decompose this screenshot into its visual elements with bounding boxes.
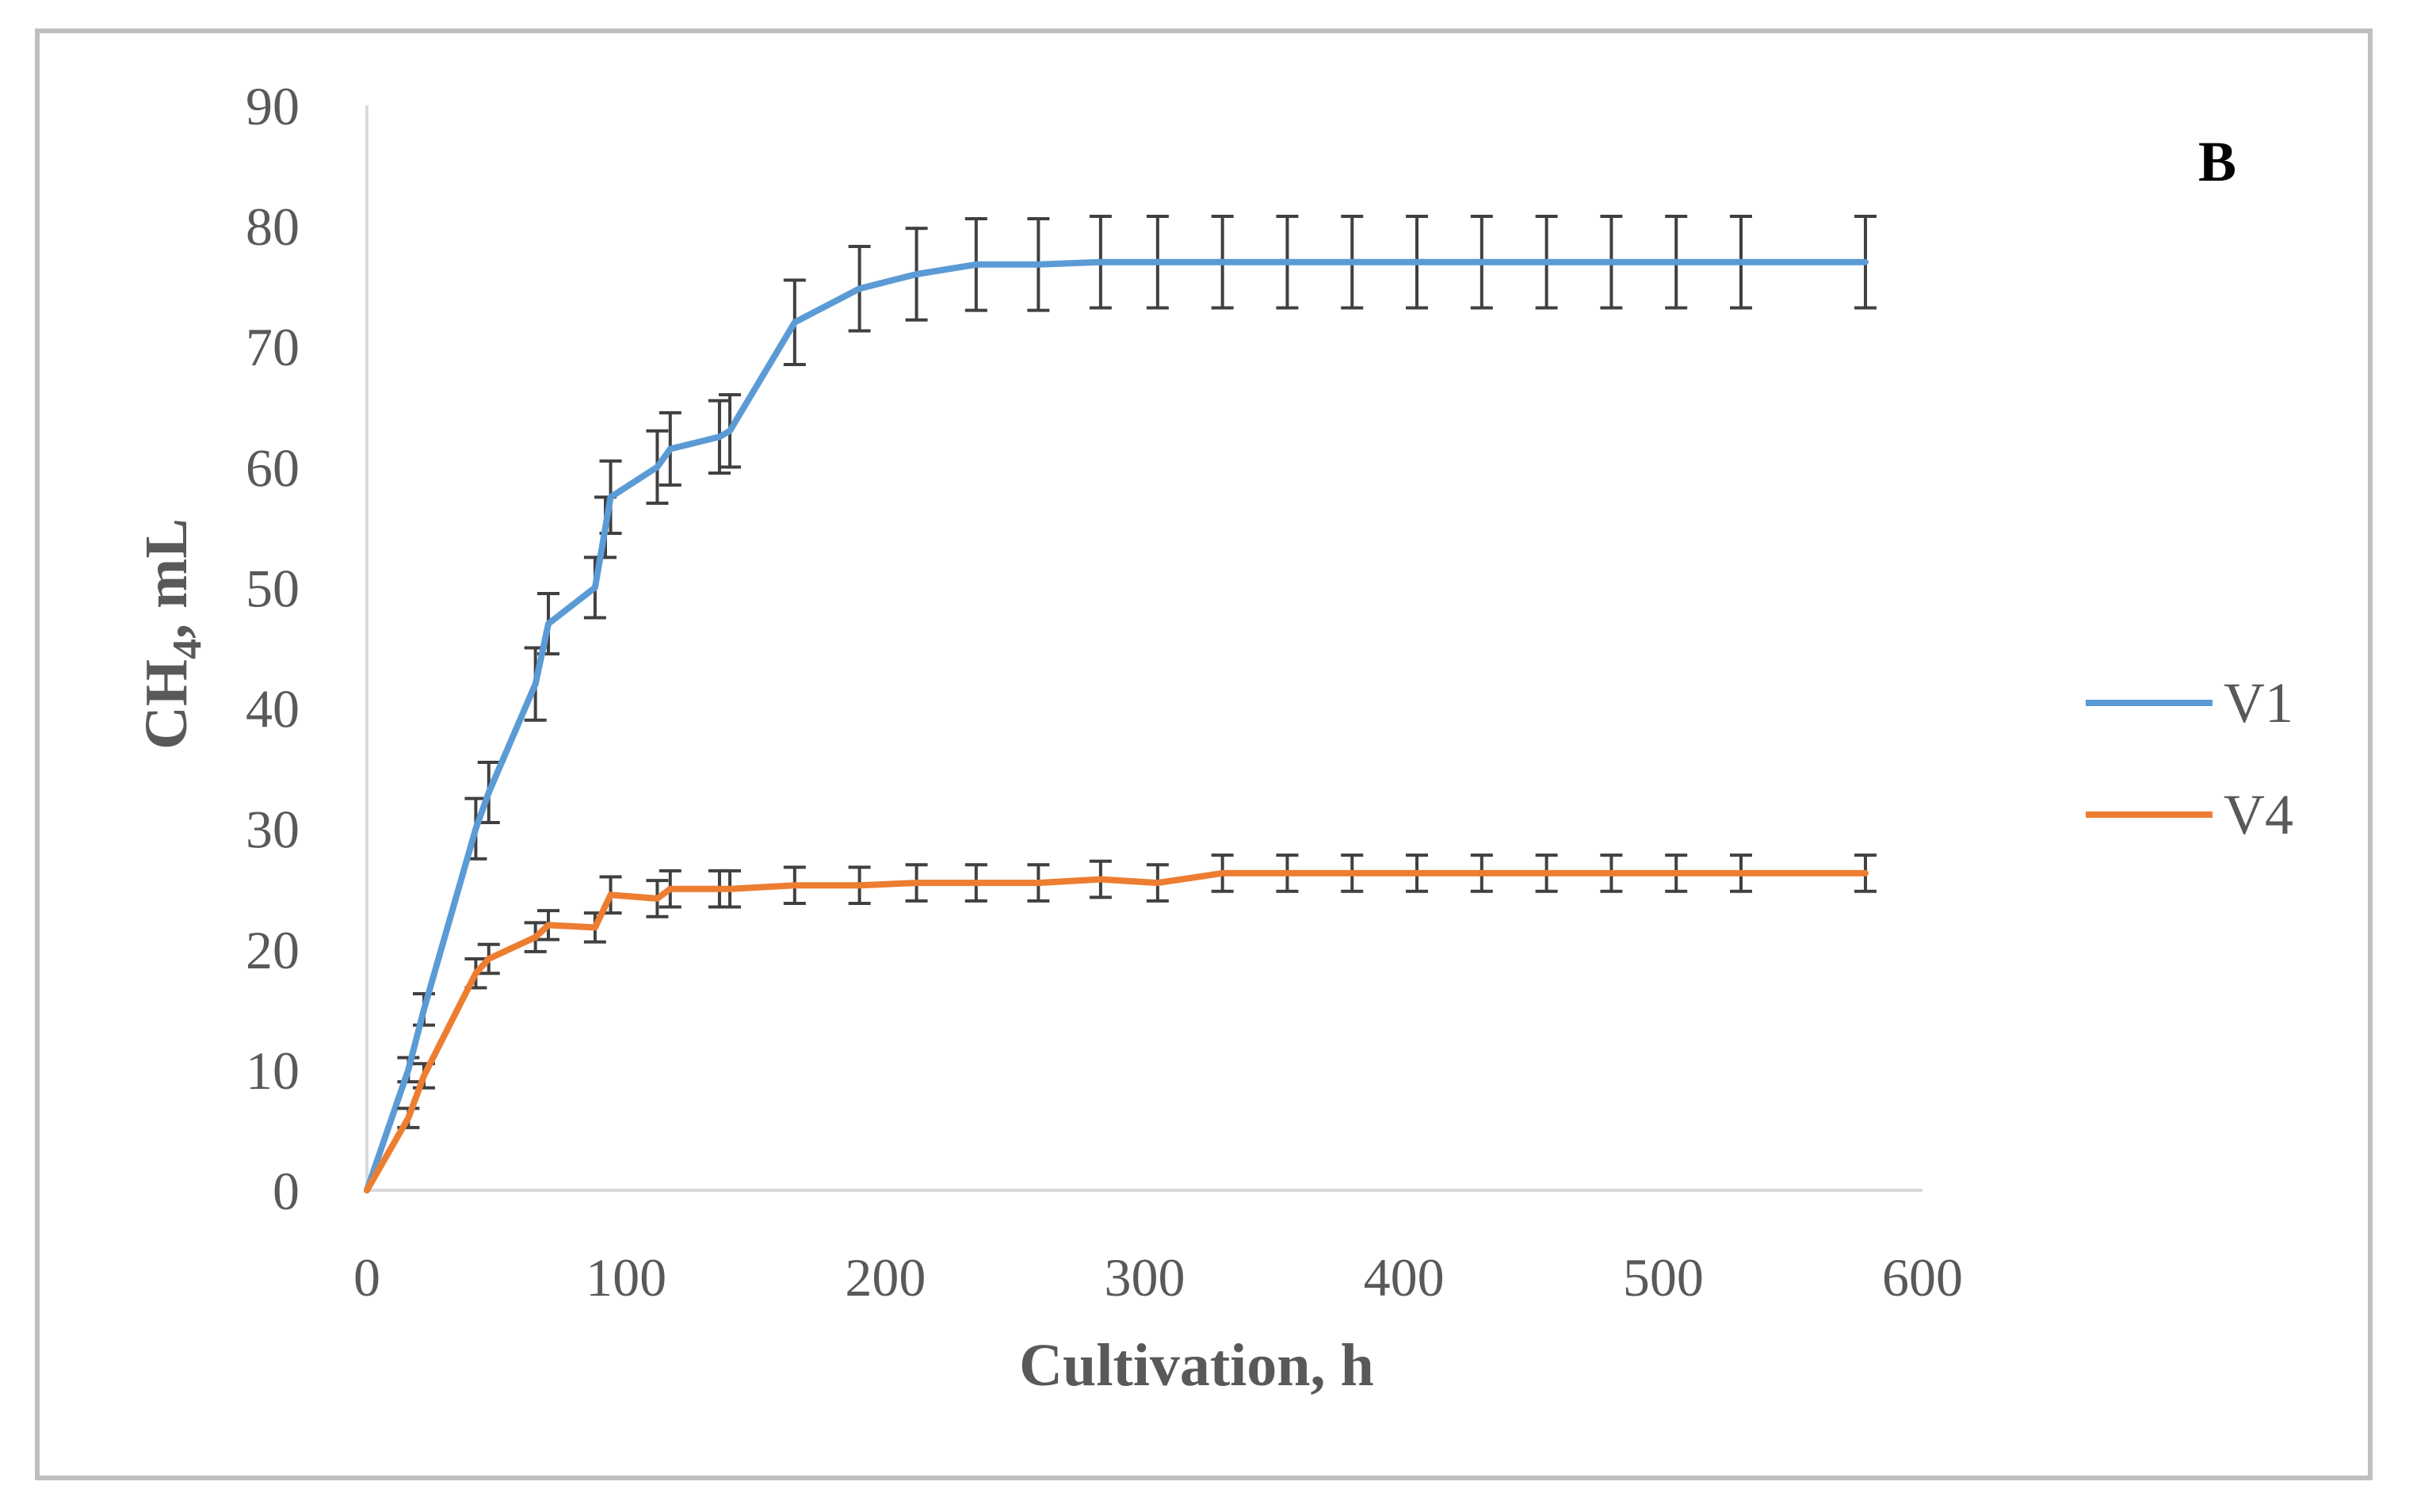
y-tick-label: 30 — [246, 800, 300, 860]
y-tick-label: 50 — [246, 558, 300, 618]
y-tick-label: 80 — [246, 197, 300, 257]
y-axis-title-main: CH — [133, 659, 200, 750]
x-tick-label: 300 — [1105, 1247, 1186, 1308]
legend: V1 V4 — [2086, 671, 2293, 846]
panel-label: B — [2198, 130, 2236, 193]
x-tick-label: 0 — [353, 1247, 380, 1308]
chart-frame — [35, 29, 2373, 1480]
y-tick-label: 10 — [246, 1040, 300, 1101]
legend-item-v1: V1 — [2086, 671, 2293, 735]
series-line — [364, 258, 1869, 1193]
series-v4 — [364, 853, 1877, 1193]
x-tick-label: 400 — [1364, 1247, 1445, 1308]
legend-label: V4 — [2224, 783, 2293, 846]
y-axis-title-subscript: 4 — [165, 639, 210, 659]
x-tick-label: 500 — [1623, 1247, 1704, 1308]
y-tick-label: 40 — [246, 679, 300, 739]
legend-item-v4: V4 — [2086, 783, 2293, 846]
x-tick-labels: 0 100 200 300 400 500 600 — [353, 1247, 1963, 1308]
series-line — [364, 869, 1869, 1193]
series-v1 — [364, 214, 1877, 1193]
y-axis-title: CH4, mL — [133, 518, 210, 750]
y-tick-label: 0 — [273, 1161, 300, 1221]
series-layer — [364, 214, 1877, 1193]
y-tick-label: 60 — [246, 437, 300, 498]
legend-label: V1 — [2224, 671, 2293, 735]
x-tick-label: 600 — [1882, 1247, 1963, 1308]
y-tick-labels: 0 10 20 30 40 50 60 70 80 90 — [246, 76, 300, 1221]
x-tick-label: 100 — [586, 1247, 666, 1308]
x-tick-label: 200 — [845, 1247, 926, 1308]
y-tick-label: 90 — [246, 76, 300, 136]
axes — [365, 105, 1922, 1192]
y-tick-label: 20 — [246, 920, 300, 980]
y-tick-label: 70 — [246, 317, 300, 377]
x-axis-title: Cultivation, h — [1019, 1332, 1374, 1399]
y-axis-title-rest: , mL — [133, 518, 200, 639]
